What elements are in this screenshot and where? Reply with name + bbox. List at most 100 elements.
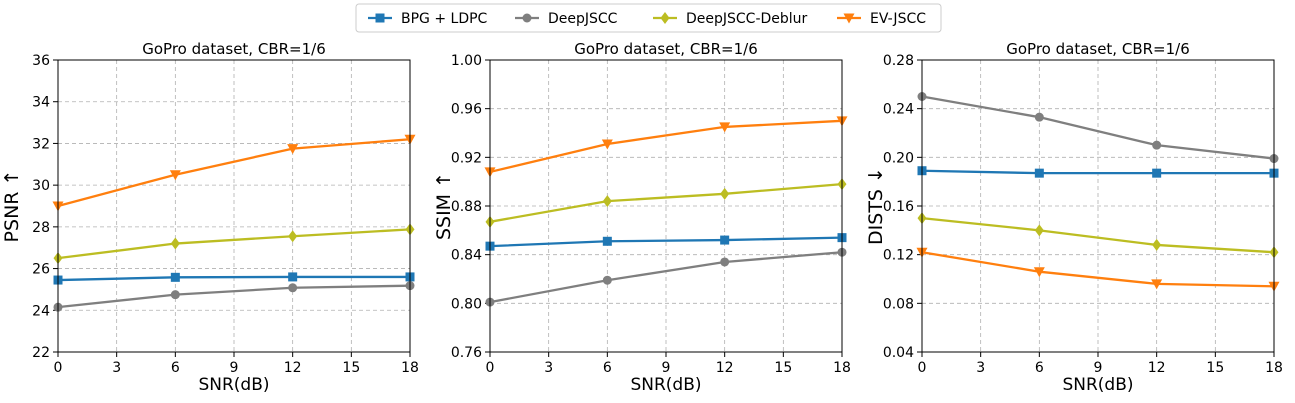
data-point-deepjscc-deblur xyxy=(1034,224,1044,237)
data-point-deepjscc-deblur xyxy=(602,195,612,208)
series-deepjscc xyxy=(485,247,847,307)
series-line-bpg-ldpc xyxy=(921,169,1274,175)
plot-frame xyxy=(57,59,411,353)
y-tick-label: 22 xyxy=(32,345,50,361)
x-tick-label: 12 xyxy=(1148,360,1166,376)
legend-entry-deepjscc: DeepJSCC xyxy=(515,11,618,27)
x-tick-label: 15 xyxy=(1206,360,1224,376)
y-tick-label: 26 xyxy=(32,262,50,278)
data-point-deepjscc-deblur xyxy=(720,187,730,200)
panel-title: GoPro dataset, CBR=1/6 xyxy=(142,40,326,58)
data-point-ev-jscc xyxy=(601,139,613,150)
legend-marker-deepjscc-deblur xyxy=(660,12,670,24)
data-point-bpg-ldpc xyxy=(288,272,298,282)
series-line-bpg-ldpc xyxy=(57,275,410,282)
x-tick-label: 18 xyxy=(833,360,851,376)
y-tick-label: 0.76 xyxy=(451,345,482,361)
data-point-bpg-ldpc xyxy=(170,272,180,282)
data-point-deepjscc-deblur xyxy=(288,230,298,243)
legend-label-ev-jscc: EV-JSCC xyxy=(870,11,926,27)
y-tick-label: 0.28 xyxy=(883,53,914,69)
series-line-deepjscc-deblur xyxy=(921,217,1275,254)
x-axis-label: SNR(dB) xyxy=(198,375,269,395)
y-tick-label: 30 xyxy=(32,178,50,194)
legend-entry-ev-jscc: EV-JSCC xyxy=(837,11,926,27)
legend-marker-deepjscc xyxy=(522,13,532,23)
y-tick-label: 1.00 xyxy=(451,53,482,69)
data-point-deepjscc-deblur xyxy=(170,237,180,250)
data-point-ev-jscc xyxy=(169,170,181,181)
y-tick-label: 0.24 xyxy=(883,102,914,118)
series-line-deepjscc xyxy=(921,95,1275,160)
series-line-deepjscc xyxy=(57,284,411,309)
x-tick-label: 9 xyxy=(1094,360,1103,376)
series-line-ev-jscc xyxy=(921,251,1275,288)
data-point-bpg-ldpc xyxy=(1034,168,1044,178)
dists-panel: 0 3 6 9 12 15 18 0.04 0.08 0.12 0.16 0.20 0.24 0.28 Go… xyxy=(865,40,1283,395)
data-point-bpg-ldpc xyxy=(602,236,612,246)
x-tick-label: 6 xyxy=(1035,360,1044,376)
y-tick-label: 34 xyxy=(32,95,50,111)
x-axis-label: SNR(dB) xyxy=(630,375,701,395)
series-line-deepjscc xyxy=(489,251,843,304)
data-point-deepjscc-deblur xyxy=(1152,238,1162,251)
y-tick-label: 36 xyxy=(32,53,50,69)
series-line-ev-jscc xyxy=(489,119,843,174)
x-tick-label: 6 xyxy=(171,360,180,376)
data-point-deepjscc xyxy=(1152,140,1162,150)
y-tick-label: 0.04 xyxy=(883,345,914,361)
legend-label-deepjscc-deblur: DeepJSCC-Deblur xyxy=(686,11,808,27)
x-tick-label: 3 xyxy=(544,360,553,376)
series-line-ev-jscc xyxy=(57,138,411,208)
x-tick-label: 15 xyxy=(342,360,360,376)
data-point-ev-jscc xyxy=(1033,267,1045,278)
psnr-axis-label: PSNR ↑ xyxy=(1,170,23,243)
data-point-ev-jscc xyxy=(1151,279,1163,290)
series-line-deepjscc-deblur xyxy=(489,182,843,223)
legend-label-bpg-ldpc: BPG + LDPC xyxy=(401,11,488,27)
legend-marker-ev-jscc xyxy=(843,13,855,24)
y-tick-label: 0.96 xyxy=(451,102,482,118)
x-tick-label: 0 xyxy=(486,360,495,376)
series-line-bpg-ldpc xyxy=(489,236,843,248)
legend-label-deepjscc: DeepJSCC xyxy=(548,11,618,27)
dists-axis-label: DISTS ↓ xyxy=(865,167,887,245)
data-point-deepjscc xyxy=(170,290,180,300)
data-point-deepjscc xyxy=(720,257,730,267)
y-tick-label: 0.92 xyxy=(451,150,482,166)
ssim-axis-label: SSIM ↑ xyxy=(433,172,455,240)
plot-frame xyxy=(921,59,1275,353)
x-tick-label: 12 xyxy=(716,360,734,376)
x-tick-label: 3 xyxy=(976,360,985,376)
data-point-deepjscc xyxy=(602,275,612,285)
data-point-deepjscc xyxy=(288,283,298,293)
y-tick-label: 32 xyxy=(32,136,50,152)
data-point-ev-jscc xyxy=(287,144,299,155)
legend-marker-bpg-ldpc xyxy=(375,13,385,23)
y-tick-label: 0.16 xyxy=(883,199,914,215)
y-tick-label: 0.80 xyxy=(451,296,482,312)
y-tick-label: 24 xyxy=(32,303,50,319)
data-point-ev-jscc xyxy=(719,122,731,133)
panel-title: GoPro dataset, CBR=1/6 xyxy=(1006,40,1190,58)
plot-frame xyxy=(489,59,843,353)
legend-frame xyxy=(355,3,942,33)
legend: BPG + LDPC DeepJSCC DeepJSCC-Deblur EV-JSCC xyxy=(355,3,942,33)
data-point-bpg-ldpc xyxy=(1152,168,1162,178)
x-tick-label: 6 xyxy=(603,360,612,376)
x-tick-label: 18 xyxy=(1265,360,1283,376)
ssim-panel: 0 3 6 9 12 15 18 0.76 0.80 0.84 0.88 0.92 0.96 1.00 Go… xyxy=(433,40,851,395)
legend-entry-bpg-ldpc: BPG + LDPC xyxy=(368,11,488,27)
series-deepjscc-deblur xyxy=(917,212,1279,259)
x-tick-label: 12 xyxy=(284,360,302,376)
y-tick-label: 0.20 xyxy=(883,150,914,166)
data-point-deepjscc xyxy=(1034,112,1044,122)
y-tick-label: 28 xyxy=(32,220,50,236)
y-tick-label: 0.12 xyxy=(883,248,914,264)
y-tick-label: 0.88 xyxy=(451,199,482,215)
x-tick-label: 3 xyxy=(112,360,121,376)
x-tick-label: 0 xyxy=(918,360,927,376)
series-line-deepjscc-deblur xyxy=(57,228,411,260)
